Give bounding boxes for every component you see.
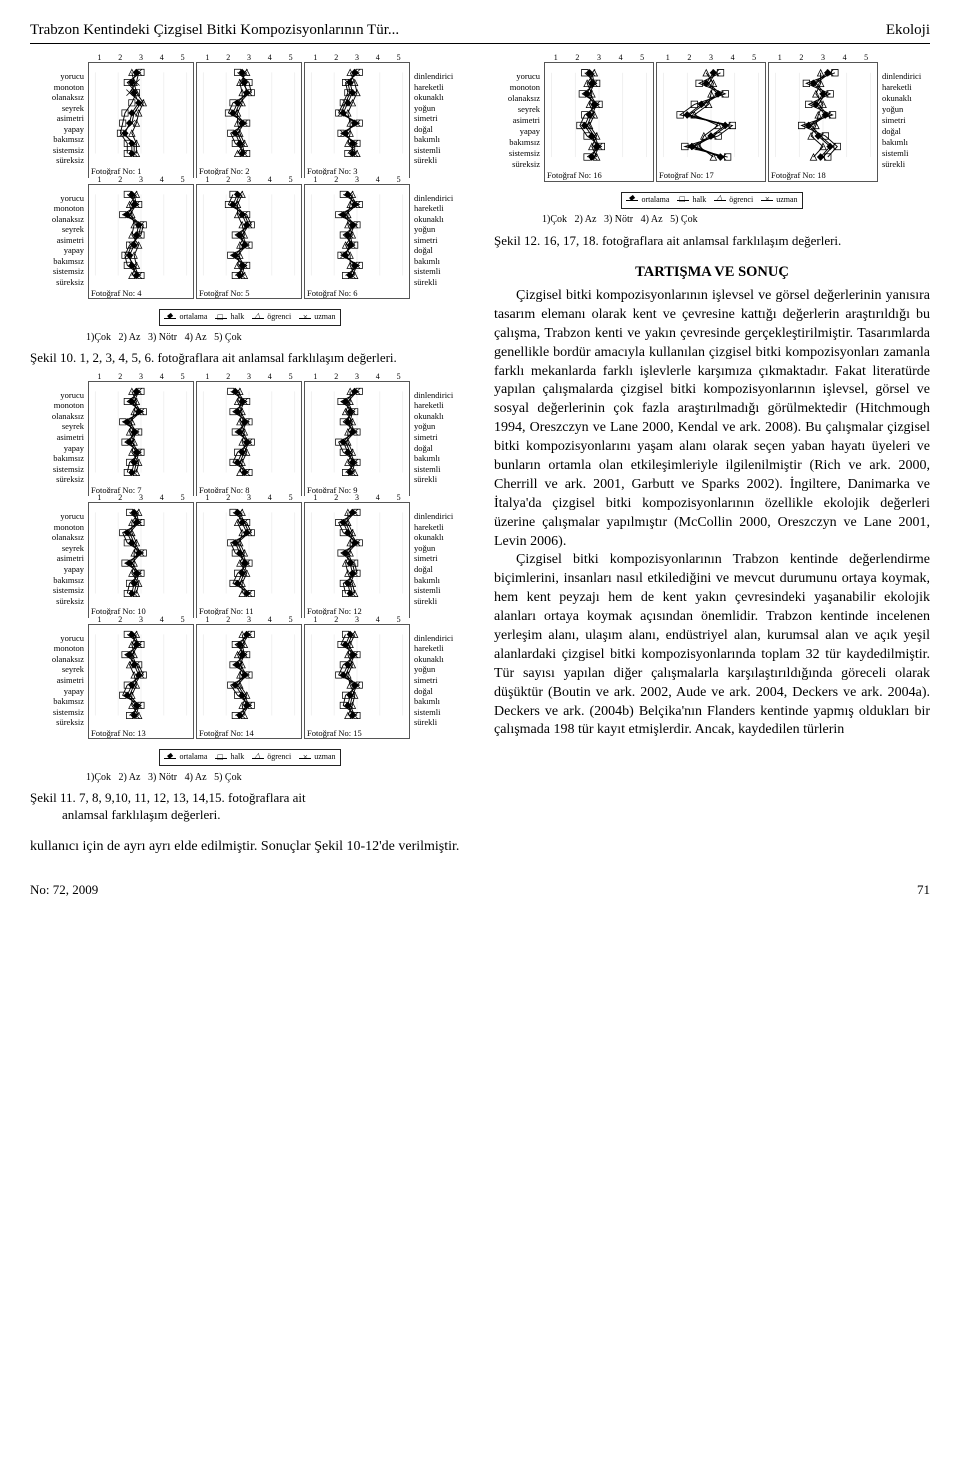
y-labels-right: dinlendiricihareketliokunaklıyoğunsimetr… [412, 502, 470, 618]
legend: ortalamahalkögrenciuzman [159, 309, 340, 326]
scale-labels: 1)Çok 2) Az 3) Nötr 4) Az 5) Çok [494, 211, 930, 231]
sekil12-legend-row: ortalamahalkögrenciuzman [494, 188, 930, 211]
sekil11-legend-row: ortalamahalkögrenciuzman [30, 745, 470, 768]
sekil11-row3: yorucumonotonolanaksızseyrekasimetriyapa… [30, 624, 470, 740]
footer-left: No: 72, 2009 [30, 881, 98, 899]
legend: ortalamahalkögrenciuzman [621, 192, 802, 209]
scale-5: 5) Çok [670, 214, 698, 225]
right-column: yorucumonotonolanaksızseyrekasimetriyapa… [494, 62, 930, 857]
right-para-2: Çizgisel bitki kompozisyonlarının Trabzo… [494, 551, 930, 740]
scale-2: 2) Az [119, 332, 141, 343]
scale-5: 5) Çok [214, 332, 242, 343]
scale-2: 2) Az [119, 772, 141, 783]
sekil10-row2: yorucumonotonolanaksızseyrekasimetriyapa… [30, 184, 470, 300]
left-tail-paragraph: kullanıcı için de ayrı ayrı elde edilmiş… [30, 838, 470, 857]
panel-12: 12345Fotoğraf No: 12 [304, 502, 410, 618]
panel-13: 12345Fotoğraf No: 13 [88, 624, 194, 740]
y-labels-left: yorucumonotonolanaksızseyrekasimetriyapa… [30, 624, 86, 740]
y-labels-left: yorucumonotonolanaksızseyrekasimetriyapa… [30, 381, 86, 497]
sekil12-caption: Şekil 12. 16, 17, 18. fotoğraflara ait a… [494, 233, 930, 250]
y-labels-left: yorucumonotonolanaksızseyrekasimetriyapa… [30, 502, 86, 618]
main-two-column: yorucumonotonolanaksızseyrekasimetriyapa… [30, 62, 930, 857]
page-header: Trabzon Kentindeki Çizgisel Bitki Kompoz… [30, 20, 930, 44]
panel-16: 12345Fotoğraf No: 16 [544, 62, 654, 182]
y-labels-left: yorucumonotonolanaksızseyrekasimetriyapa… [30, 184, 86, 300]
y-labels-right: dinlendiricihareketliokunaklıyoğunsimetr… [412, 62, 470, 178]
panel-9: 12345Fotoğraf No: 9 [304, 381, 410, 497]
section-heading: TARTIŞMA VE SONUÇ [494, 263, 930, 283]
scale-4: 4) Az [185, 332, 207, 343]
scale-5: 5) Çok [214, 772, 242, 783]
panel-8: 12345Fotoğraf No: 8 [196, 381, 302, 497]
y-labels-right: dinlendiricihareketliokunaklıyoğunsimetr… [412, 381, 470, 497]
y-labels-left: yorucumonotonolanaksızseyrekasimetriyapa… [30, 62, 86, 178]
panel-6: 12345Fotoğraf No: 6 [304, 184, 410, 300]
sekil12-row: yorucumonotonolanaksızseyrekasimetriyapa… [494, 62, 930, 182]
panel-2: 12345Fotoğraf No: 2 [196, 62, 302, 178]
sekil10-legend-row: ortalamahalkögrenciuzman [30, 305, 470, 328]
scale-3: 3) Nötr [148, 332, 177, 343]
sekil10-row1: yorucumonotonolanaksızseyrekasimetriyapa… [30, 62, 470, 178]
scale-4: 4) Az [185, 772, 207, 783]
y-labels-left: yorucumonotonolanaksızseyrekasimetriyapa… [494, 62, 542, 182]
scale-1: 1)Çok [86, 772, 111, 783]
scale-1: 1)Çok [86, 332, 111, 343]
sekil11-caption-a: Şekil 11. 7, 8, 9,10, 11, 12, 13, 14,15.… [30, 790, 306, 805]
panel-14: 12345Fotoğraf No: 14 [196, 624, 302, 740]
panel-15: 12345Fotoğraf No: 15 [304, 624, 410, 740]
sekil11-row2: yorucumonotonolanaksızseyrekasimetriyapa… [30, 502, 470, 618]
scale-labels: 1)Çok 2) Az 3) Nötr 4) Az 5) Çok [30, 769, 470, 789]
panel-3: 12345Fotoğraf No: 3 [304, 62, 410, 178]
panel-5: 12345Fotoğraf No: 5 [196, 184, 302, 300]
header-left: Trabzon Kentindeki Çizgisel Bitki Kompoz… [30, 20, 399, 40]
scale-labels: 1)Çok 2) Az 3) Nötr 4) Az 5) Çok [30, 329, 470, 349]
sekil11-caption-b: anlamsal farklılaşım değerleri. [30, 807, 470, 824]
panel-1: 12345Fotoğraf No: 1 [88, 62, 194, 178]
page-footer: No: 72, 2009 71 [30, 881, 930, 899]
scale-3: 3) Nötr [148, 772, 177, 783]
header-right: Ekoloji [886, 20, 930, 40]
legend: ortalamahalkögrenciuzman [159, 749, 340, 766]
sekil11-row1: yorucumonotonolanaksızseyrekasimetriyapa… [30, 381, 470, 497]
panel-4: 12345Fotoğraf No: 4 [88, 184, 194, 300]
right-para-1: Çizgisel bitki kompozisyonlarının işlevs… [494, 287, 930, 551]
scale-2: 2) Az [575, 214, 597, 225]
y-labels-right: dinlendiricihareketliokunaklıyoğunsimetr… [880, 62, 930, 182]
sekil11-caption: Şekil 11. 7, 8, 9,10, 11, 12, 13, 14,15.… [30, 790, 470, 824]
scale-3: 3) Nötr [604, 214, 633, 225]
panel-7: 12345Fotoğraf No: 7 [88, 381, 194, 497]
left-column: yorucumonotonolanaksızseyrekasimetriyapa… [30, 62, 470, 857]
scale-4: 4) Az [641, 214, 663, 225]
panel-10: 12345Fotoğraf No: 10 [88, 502, 194, 618]
footer-right: 71 [917, 881, 930, 899]
sekil10-caption: Şekil 10. 1, 2, 3, 4, 5, 6. fotoğraflara… [30, 350, 470, 367]
panel-11: 12345Fotoğraf No: 11 [196, 502, 302, 618]
y-labels-right: dinlendiricihareketliokunaklıyoğunsimetr… [412, 624, 470, 740]
panel-17: 12345Fotoğraf No: 17 [656, 62, 766, 182]
panel-18: 12345Fotoğraf No: 18 [768, 62, 878, 182]
y-labels-right: dinlendiricihareketliokunaklıyoğunsimetr… [412, 184, 470, 300]
scale-1: 1)Çok [542, 214, 567, 225]
